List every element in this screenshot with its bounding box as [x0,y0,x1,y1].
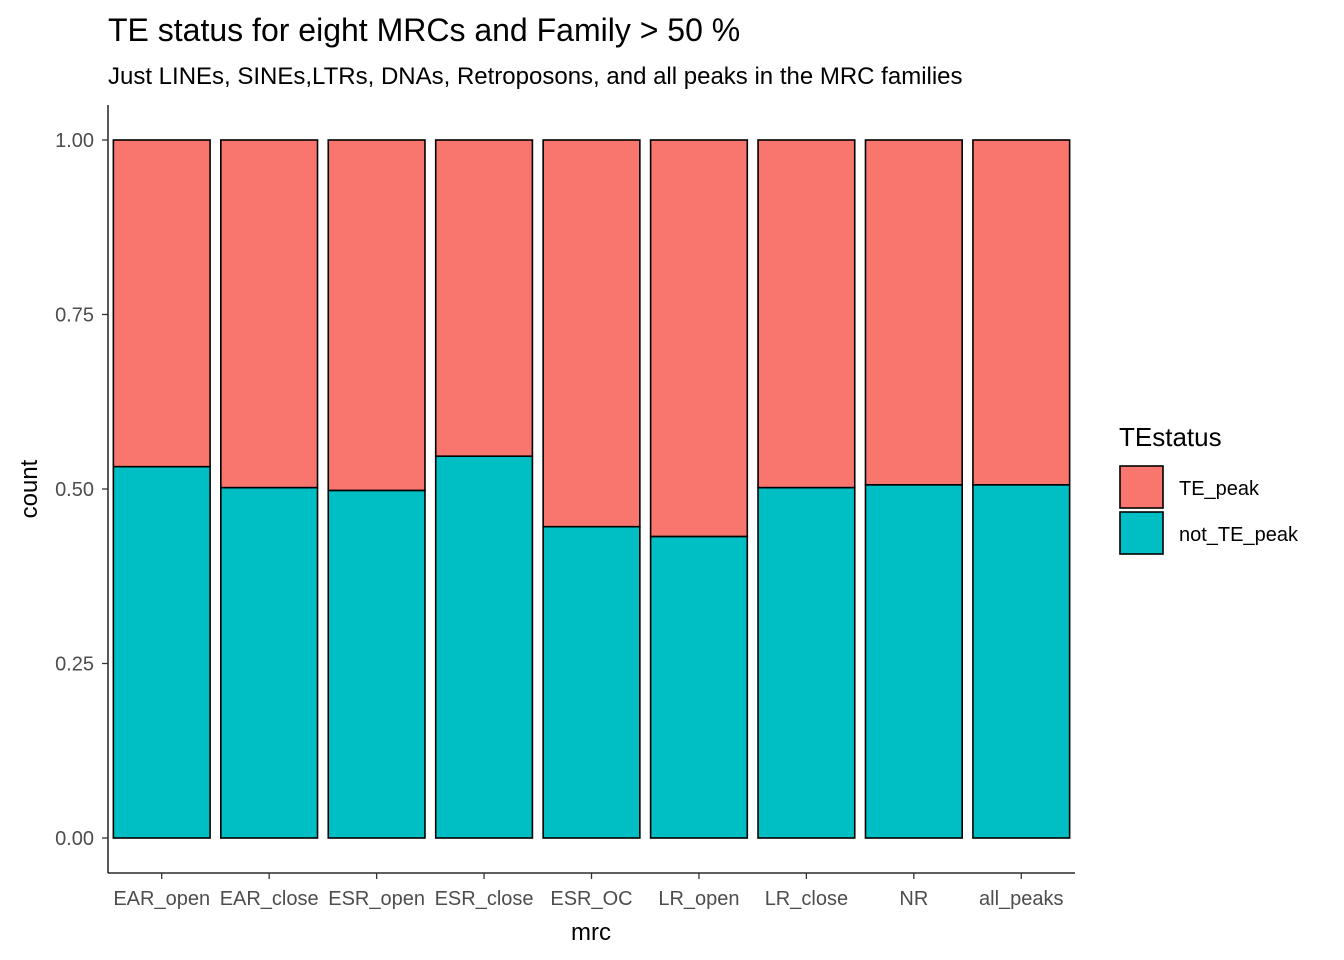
bar-TE_peak-all_peaks [972,139,1071,486]
y-tick-label: 0.50 [55,479,94,501]
y-ticks: 0.00 0.25 0.50 0.75 1.00 [55,130,108,850]
x-tick-label-ESR_open: ESR_open [328,888,425,910]
bar-TE_peak-ESR_close [434,139,534,457]
x-tick-label-NR: NR [899,888,928,910]
bar-not_TE_peak-LR_open [649,535,749,839]
bar-TE_peak-ESR_OC [542,139,641,528]
x-tick-label-EAR_open: EAR_open [113,888,210,910]
x-ticks: EAR_open EAR_close ESR_open ESR_close ESR_OC… [113,873,1064,910]
legend-key-TE_peak [1119,465,1164,509]
y-tick-label: 0.25 [55,654,94,676]
x-axis-title: mrc [571,919,611,946]
plot-area: 0.00 0.25 0.50 0.75 1.00 EAR_open EAR_close ES… [55,105,1075,910]
legend: TEstatus TE_peak not_TE_peak [1119,422,1299,555]
bar-not_TE_peak-ESR_close [434,455,534,839]
bars [112,139,1071,839]
chart-title: TE status for eight MRCs and Family > 50… [108,12,740,48]
chart-subtitle: Just LINEs, SINEs,LTRs, DNAs, Retroposon… [108,63,963,90]
legend-key-not_TE_peak [1119,511,1164,555]
bar-TE_peak-EAR_close [220,139,319,489]
y-tick-label: 0.75 [55,305,94,327]
legend-items: TE_peak not_TE_peak [1119,465,1299,555]
bar-not_TE_peak-EAR_close [220,486,319,839]
y-axis-title: count [16,459,43,518]
bar-TE_peak-ESR_open [327,139,426,492]
y-tick-label: 1.00 [55,130,94,152]
x-tick-label-LR_close: LR_close [765,888,848,910]
legend-label-TE_peak: TE_peak [1179,478,1260,500]
bar-not_TE_peak-NR [864,484,963,839]
x-tick-label-ESR_close: ESR_close [435,888,534,910]
x-tick-label-LR_open: LR_open [658,888,739,910]
bar-not_TE_peak-EAR_open [112,465,211,839]
x-tick-label-all_peaks: all_peaks [979,888,1064,910]
bar-TE_peak-NR [864,139,963,486]
bar-not_TE_peak-all_peaks [972,484,1071,839]
bar-not_TE_peak-LR_close [757,486,856,839]
legend-title: TEstatus [1119,422,1222,452]
bar-not_TE_peak-ESR_OC [542,525,641,839]
bar-not_TE_peak-ESR_open [327,489,426,839]
bar-TE_peak-LR_open [649,139,749,538]
bar-TE_peak-EAR_open [112,139,211,468]
x-tick-label-EAR_close: EAR_close [220,888,319,910]
y-tick-label: 0.00 [55,828,94,850]
bar-TE_peak-LR_close [757,139,856,489]
legend-label-not_TE_peak: not_TE_peak [1179,524,1299,546]
x-tick-label-ESR_OC: ESR_OC [550,888,632,910]
